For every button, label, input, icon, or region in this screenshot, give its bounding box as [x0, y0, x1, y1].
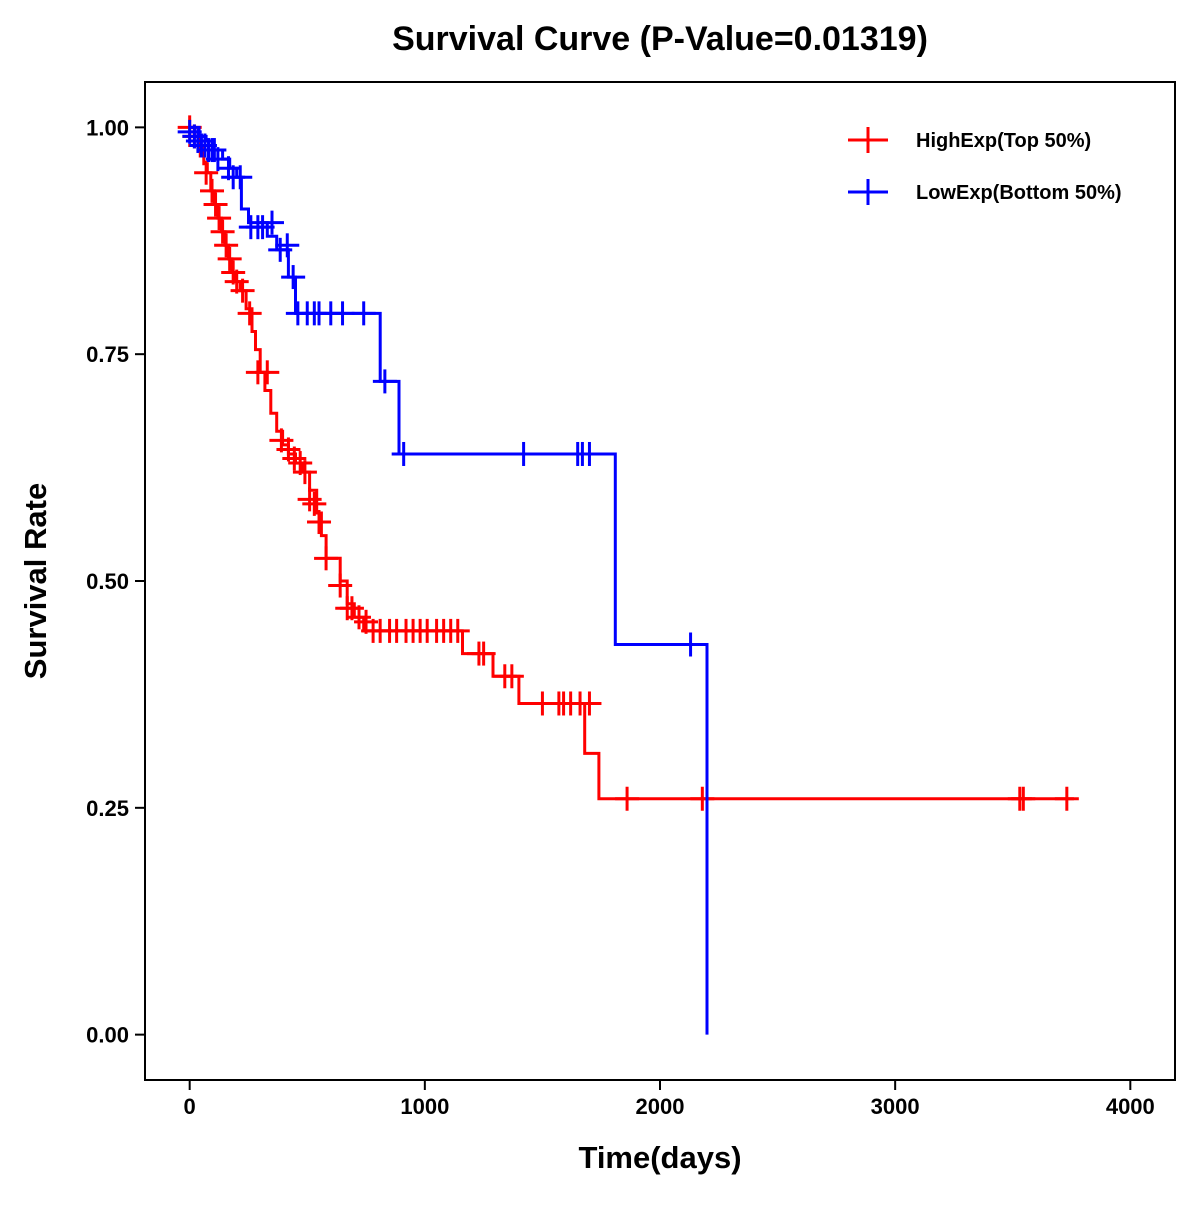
censor-mark-high [314, 546, 339, 571]
censor-mark-high [690, 786, 715, 811]
censor-mark-low [678, 632, 703, 657]
censor-mark-low [275, 233, 300, 258]
censor-mark-high [282, 446, 307, 471]
censor-mark-low [577, 441, 602, 466]
censor-mark-low [330, 301, 355, 326]
censor-mark-low [281, 265, 306, 290]
censor-mark-high [255, 360, 280, 385]
censor-mark-high [302, 491, 327, 516]
x-tick-label: 3000 [871, 1094, 920, 1119]
series-layer [177, 115, 1079, 1035]
y-tick-label: 0.25 [86, 796, 129, 821]
x-tick-label: 0 [184, 1094, 196, 1119]
censor-mark-high [328, 573, 353, 598]
censor-mark-high [217, 246, 242, 271]
censor-mark-low [228, 165, 253, 190]
y-tick-label: 0.50 [86, 569, 129, 594]
censor-mark-high [1054, 786, 1079, 811]
censor-mark-high [577, 691, 602, 716]
censor-mark-low [259, 210, 284, 235]
censor-mark-high [615, 786, 640, 811]
y-tick-label: 0.00 [86, 1023, 129, 1048]
censor-mark-high [307, 510, 332, 535]
censor-mark-high [214, 233, 239, 258]
censor-mark-high [230, 278, 255, 303]
censor-mark-low [372, 369, 397, 394]
censor-mark-high [292, 460, 317, 485]
y-tick-label: 1.00 [86, 115, 129, 140]
censor-mark-high [445, 618, 470, 643]
chart-title: Survival Curve (P-Value=0.01319) [392, 20, 928, 58]
legend-item-low: LowExp(Bottom 50%) [848, 179, 1122, 205]
legend-low-label: LowExp(Bottom 50%) [916, 182, 1122, 204]
x-axis-title: Time(days) [578, 1140, 741, 1175]
x-tick-label: 1000 [400, 1094, 449, 1119]
y-axis-title: Survival Rate [18, 483, 53, 679]
censor-mark-high [194, 160, 219, 185]
censor-mark-high [1011, 786, 1036, 811]
censor-mark-high [210, 219, 235, 244]
censor-mark-high [471, 641, 496, 666]
censor-mark-high [203, 192, 228, 217]
x-tick-label: 4000 [1106, 1094, 1155, 1119]
censor-mark-high [237, 301, 262, 326]
censor-mark-low [351, 301, 376, 326]
censor-mark-high [207, 206, 232, 231]
censor-mark-high [499, 664, 524, 689]
legend: HighExp(Top 50%) LowExp(Bottom 50%) [848, 127, 1122, 205]
censor-mark-high [200, 178, 225, 203]
censor-mark-low [391, 441, 416, 466]
legend-high-label: HighExp(Top 50%) [916, 130, 1091, 152]
censor-mark-low [511, 441, 536, 466]
axes-layer: 0 1000 2000 3000 4000 0.00 0.25 0.50 0.75 1.00 [86, 115, 1155, 1119]
legend-item-high: HighExp(Top 50%) [848, 127, 1091, 153]
x-tick-label: 2000 [636, 1094, 685, 1119]
censor-mark-high [297, 487, 322, 512]
y-tick-label: 0.75 [86, 342, 129, 367]
